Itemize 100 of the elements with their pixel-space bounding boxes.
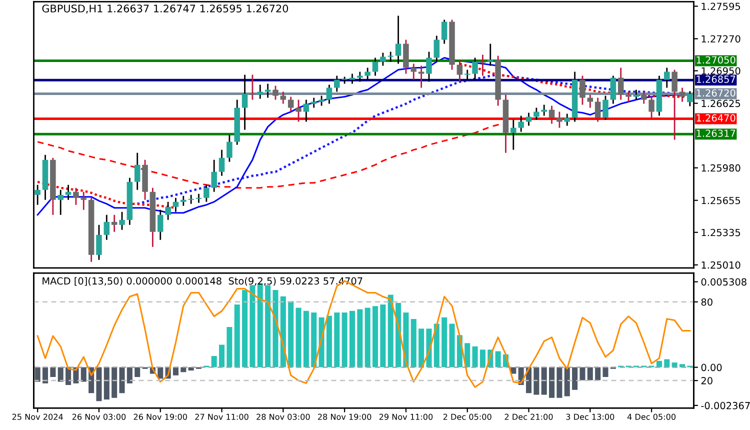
bar — [50, 367, 56, 377]
bar — [472, 346, 478, 368]
candlestick — [226, 134, 232, 163]
candlestick — [334, 75, 340, 92]
candlestick — [257, 84, 264, 100]
ref-line-label: 1.27050 — [696, 56, 736, 64]
y-tick-label: 1.25980 — [702, 164, 740, 172]
bar — [158, 367, 164, 379]
candlestick — [395, 15, 402, 64]
bar — [80, 367, 86, 382]
y-tick-label: 1.27595 — [702, 2, 740, 10]
candlestick — [648, 95, 654, 118]
bar — [334, 312, 340, 368]
candlestick — [303, 99, 310, 122]
candlestick — [672, 69, 678, 141]
bar — [112, 367, 118, 398]
bar — [172, 367, 178, 376]
bar — [34, 367, 40, 382]
candlestick — [58, 189, 64, 216]
candlestick — [580, 75, 586, 106]
bar — [580, 367, 586, 380]
bar — [442, 317, 448, 368]
bar — [272, 290, 278, 368]
bar — [119, 367, 125, 394]
x-tick-label: 4 Dec 05:00 — [627, 414, 676, 420]
candlestick — [602, 95, 608, 120]
candlestick — [618, 67, 624, 100]
candlestick — [426, 51, 432, 82]
x-tick-label: 29 Nov 11:00 — [379, 414, 433, 420]
bar — [587, 367, 593, 380]
candlestick — [679, 87, 686, 102]
candlestick — [65, 184, 72, 201]
bar — [572, 367, 578, 390]
bar — [134, 367, 140, 377]
bar — [242, 290, 248, 368]
bar — [265, 285, 271, 368]
bar — [357, 309, 363, 368]
y-tick-label: 0.005308 — [701, 278, 746, 286]
y2-tick-label: 20 — [701, 377, 712, 384]
candlestick — [104, 214, 110, 241]
candlestick — [172, 197, 179, 213]
candlestick — [418, 65, 424, 88]
candlestick — [564, 113, 570, 126]
candlestick — [250, 74, 256, 100]
y2-tick-label: 80 — [701, 298, 712, 306]
candlestick — [288, 96, 294, 112]
candlestick — [165, 201, 171, 221]
bar — [250, 285, 256, 368]
annotation: MACD [0](13,50) 0.000000 0.000148 Sto(9,2,5) 59.0223 57.4707 — [42, 277, 362, 286]
candlestick — [587, 94, 594, 108]
candlestick — [357, 71, 363, 82]
candlestick — [211, 159, 217, 193]
bar — [234, 304, 240, 368]
y-tick-label: -0.002367 — [701, 402, 750, 410]
candlestick — [380, 52, 386, 66]
candlestick — [134, 152, 140, 191]
bar — [388, 294, 394, 368]
candlestick — [80, 191, 87, 211]
ref-line-label: 1.26857 — [696, 76, 736, 83]
candlestick — [180, 195, 186, 207]
bar — [342, 312, 348, 368]
candlestick — [388, 51, 394, 62]
bar — [126, 367, 132, 384]
candlestick — [111, 214, 118, 233]
ref-line-label: 1.26720 — [696, 89, 736, 97]
candlestick — [472, 57, 478, 80]
candlestick — [534, 107, 540, 120]
candlestick — [310, 97, 317, 108]
bar — [410, 318, 416, 368]
bar — [303, 310, 309, 368]
bar — [288, 301, 294, 368]
bar — [449, 324, 455, 368]
bar — [211, 356, 217, 368]
x-tick-label: 26 Nov 03:00 — [72, 414, 126, 420]
bar — [326, 316, 332, 368]
ref-line-label: 1.26470 — [696, 114, 736, 122]
candlestick — [272, 85, 278, 100]
candlestick — [480, 54, 486, 76]
bar — [549, 367, 555, 398]
candlestick — [456, 59, 463, 82]
bar — [296, 308, 302, 368]
bar — [541, 367, 547, 395]
bar — [226, 327, 232, 368]
y-tick-label: 0.00 — [701, 364, 722, 372]
x-tick-label: 25 Nov 2024 — [12, 414, 63, 420]
candlestick — [242, 74, 248, 130]
candlestick — [204, 184, 210, 203]
candlestick — [594, 97, 601, 122]
candlestick — [610, 75, 616, 104]
candlestick — [372, 57, 378, 76]
bar — [418, 328, 424, 368]
x-tick-label: 3 Dec 13:00 — [566, 414, 614, 420]
candlestick — [410, 63, 417, 80]
candlestick — [96, 224, 102, 261]
candlestick — [556, 111, 562, 128]
bar — [495, 351, 501, 368]
bar — [42, 367, 48, 384]
candlestick — [318, 95, 324, 106]
candlestick — [342, 76, 348, 84]
candlestick — [158, 209, 164, 241]
